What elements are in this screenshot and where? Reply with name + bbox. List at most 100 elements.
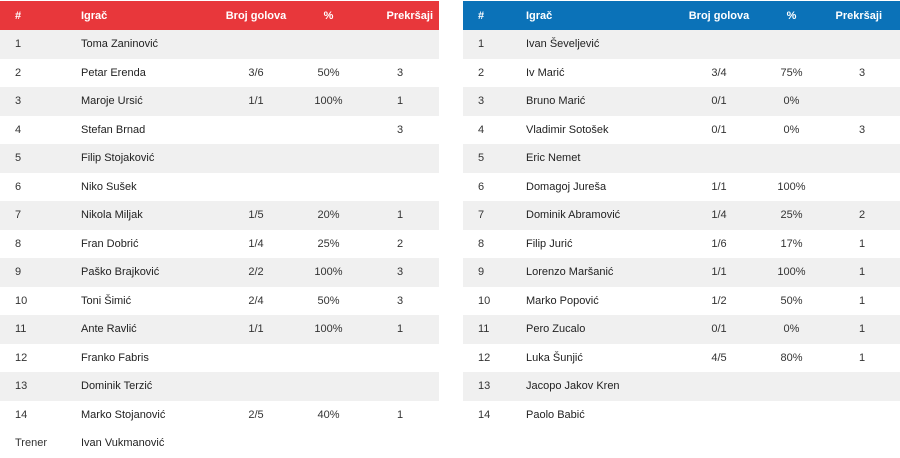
player-name: Petar Erenda bbox=[81, 58, 216, 87]
player-row: 11 Ante Ravlić 1/1 100% 1 bbox=[0, 315, 439, 344]
player-goals: 0/1 bbox=[679, 315, 759, 344]
player-percent bbox=[296, 144, 361, 173]
player-goals bbox=[216, 172, 296, 201]
player-name: Toni Šimić bbox=[81, 286, 216, 315]
player-row: 8 Filip Jurić 1/6 17% 1 bbox=[463, 229, 900, 258]
player-number: 11 bbox=[0, 315, 81, 344]
player-name: Bruno Marić bbox=[526, 87, 679, 116]
player-percent: 80% bbox=[759, 343, 824, 372]
player-number: 7 bbox=[0, 201, 81, 230]
player-goals: 1/5 bbox=[216, 201, 296, 230]
player-number: 14 bbox=[463, 400, 526, 429]
player-goals: 1/1 bbox=[679, 172, 759, 201]
player-name: Toma Zaninović bbox=[81, 30, 216, 59]
player-goals: 1/4 bbox=[216, 229, 296, 258]
player-penalties bbox=[361, 30, 439, 59]
player-goals bbox=[216, 30, 296, 59]
player-penalties bbox=[361, 372, 439, 401]
player-row: 2 Iv Marić 3/4 75% 3 bbox=[463, 58, 900, 87]
player-percent: 50% bbox=[296, 286, 361, 315]
player-number: 12 bbox=[0, 343, 81, 372]
header-player: Igrač bbox=[526, 9, 553, 22]
player-penalties: 1 bbox=[361, 201, 439, 230]
player-percent: 25% bbox=[759, 201, 824, 230]
home-team-table: # Igrač Broj golova % Prekršaji 1 Toma Za… bbox=[0, 1, 439, 458]
player-goals bbox=[679, 144, 759, 173]
player-number: 2 bbox=[0, 58, 81, 87]
player-row: 11 Pero Zucalo 0/1 0% 1 bbox=[463, 315, 900, 344]
player-name: Nikola Miljak bbox=[81, 201, 216, 230]
player-number: 6 bbox=[463, 172, 526, 201]
player-row: 3 Bruno Marić 0/1 0% bbox=[463, 87, 900, 116]
player-number: 12 bbox=[463, 343, 526, 372]
player-row: 13 Jacopo Jakov Kren bbox=[463, 372, 900, 401]
player-number: 1 bbox=[0, 30, 81, 59]
player-percent bbox=[296, 172, 361, 201]
player-number: 10 bbox=[0, 286, 81, 315]
player-penalties: 1 bbox=[824, 315, 900, 344]
player-name: Domagoj Jureša bbox=[526, 172, 679, 201]
player-goals: 2/4 bbox=[216, 286, 296, 315]
player-penalties bbox=[824, 87, 900, 116]
player-percent: 100% bbox=[759, 258, 824, 287]
player-number: 9 bbox=[0, 258, 81, 287]
away-player-list: 1 Ivan Ševeljević 2 Iv Marić 3/4 75% 3 3 Bruno M… bbox=[463, 30, 900, 429]
player-goals: 3/4 bbox=[679, 58, 759, 87]
player-name: Ante Ravlić bbox=[81, 315, 216, 344]
player-goals: 1/1 bbox=[216, 315, 296, 344]
player-penalties: 1 bbox=[824, 286, 900, 315]
player-name: Ivan Ševeljević bbox=[526, 30, 679, 59]
player-name: Filip Stojaković bbox=[81, 144, 216, 173]
player-row: 4 Stefan Brnad 3 bbox=[0, 115, 439, 144]
header-penalties: Prekršaji bbox=[386, 9, 433, 22]
player-name: Vladimir Sotošek bbox=[526, 115, 679, 144]
header-number: # bbox=[15, 9, 22, 22]
player-penalties: 3 bbox=[361, 58, 439, 87]
player-percent bbox=[759, 372, 824, 401]
player-number: 5 bbox=[0, 144, 81, 173]
player-percent bbox=[296, 372, 361, 401]
player-penalties: 1 bbox=[361, 400, 439, 429]
player-name: Paško Brajković bbox=[81, 258, 216, 287]
player-penalties: 3 bbox=[824, 115, 900, 144]
player-penalties bbox=[824, 172, 900, 201]
header-percent: % bbox=[323, 9, 334, 22]
player-row: 1 Toma Zaninović bbox=[0, 30, 439, 59]
header-number: # bbox=[478, 9, 485, 22]
player-percent: 100% bbox=[296, 87, 361, 116]
player-percent bbox=[296, 343, 361, 372]
player-name: Jacopo Jakov Kren bbox=[526, 372, 679, 401]
player-name: Marko Stojanović bbox=[81, 400, 216, 429]
player-penalties bbox=[361, 343, 439, 372]
player-row: 7 Dominik Abramović 1/4 25% 2 bbox=[463, 201, 900, 230]
player-name: Pero Zucalo bbox=[526, 315, 679, 344]
player-number: 13 bbox=[0, 372, 81, 401]
player-row: 10 Marko Popović 1/2 50% 1 bbox=[463, 286, 900, 315]
player-goals bbox=[679, 400, 759, 429]
player-percent: 17% bbox=[759, 229, 824, 258]
player-row: 6 Domagoj Jureša 1/1 100% bbox=[463, 172, 900, 201]
player-name: Niko Sušek bbox=[81, 172, 216, 201]
player-row: 14 Marko Stojanović 2/5 40% 1 bbox=[0, 400, 439, 429]
header-goals: Broj golova bbox=[688, 9, 750, 22]
player-number: 8 bbox=[463, 229, 526, 258]
player-row: 1 Ivan Ševeljević bbox=[463, 30, 900, 59]
player-number: 13 bbox=[463, 372, 526, 401]
player-goals: 1/1 bbox=[216, 87, 296, 116]
player-row: 4 Vladimir Sotošek 0/1 0% 3 bbox=[463, 115, 900, 144]
player-percent: 100% bbox=[759, 172, 824, 201]
player-number: 8 bbox=[0, 229, 81, 258]
player-name: Paolo Babić bbox=[526, 400, 679, 429]
player-number: 3 bbox=[463, 87, 526, 116]
player-row: 12 Luka Šunjić 4/5 80% 1 bbox=[463, 343, 900, 372]
player-percent: 75% bbox=[759, 58, 824, 87]
player-row: 9 Lorenzo Maršanić 1/1 100% 1 bbox=[463, 258, 900, 287]
player-goals: 1/4 bbox=[679, 201, 759, 230]
player-goals bbox=[216, 115, 296, 144]
player-percent: 0% bbox=[759, 315, 824, 344]
player-percent bbox=[759, 144, 824, 173]
player-row: 6 Niko Sušek bbox=[0, 172, 439, 201]
player-number: 1 bbox=[463, 30, 526, 59]
player-percent: 100% bbox=[296, 258, 361, 287]
player-penalties: 3 bbox=[361, 258, 439, 287]
